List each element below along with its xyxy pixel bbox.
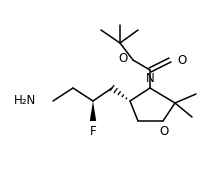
Text: O: O (159, 125, 169, 138)
Text: N: N (146, 72, 154, 85)
Text: H₂N: H₂N (14, 94, 36, 107)
Text: F: F (90, 125, 96, 138)
Text: O: O (177, 53, 186, 66)
Polygon shape (90, 101, 96, 121)
Text: O: O (119, 52, 128, 66)
